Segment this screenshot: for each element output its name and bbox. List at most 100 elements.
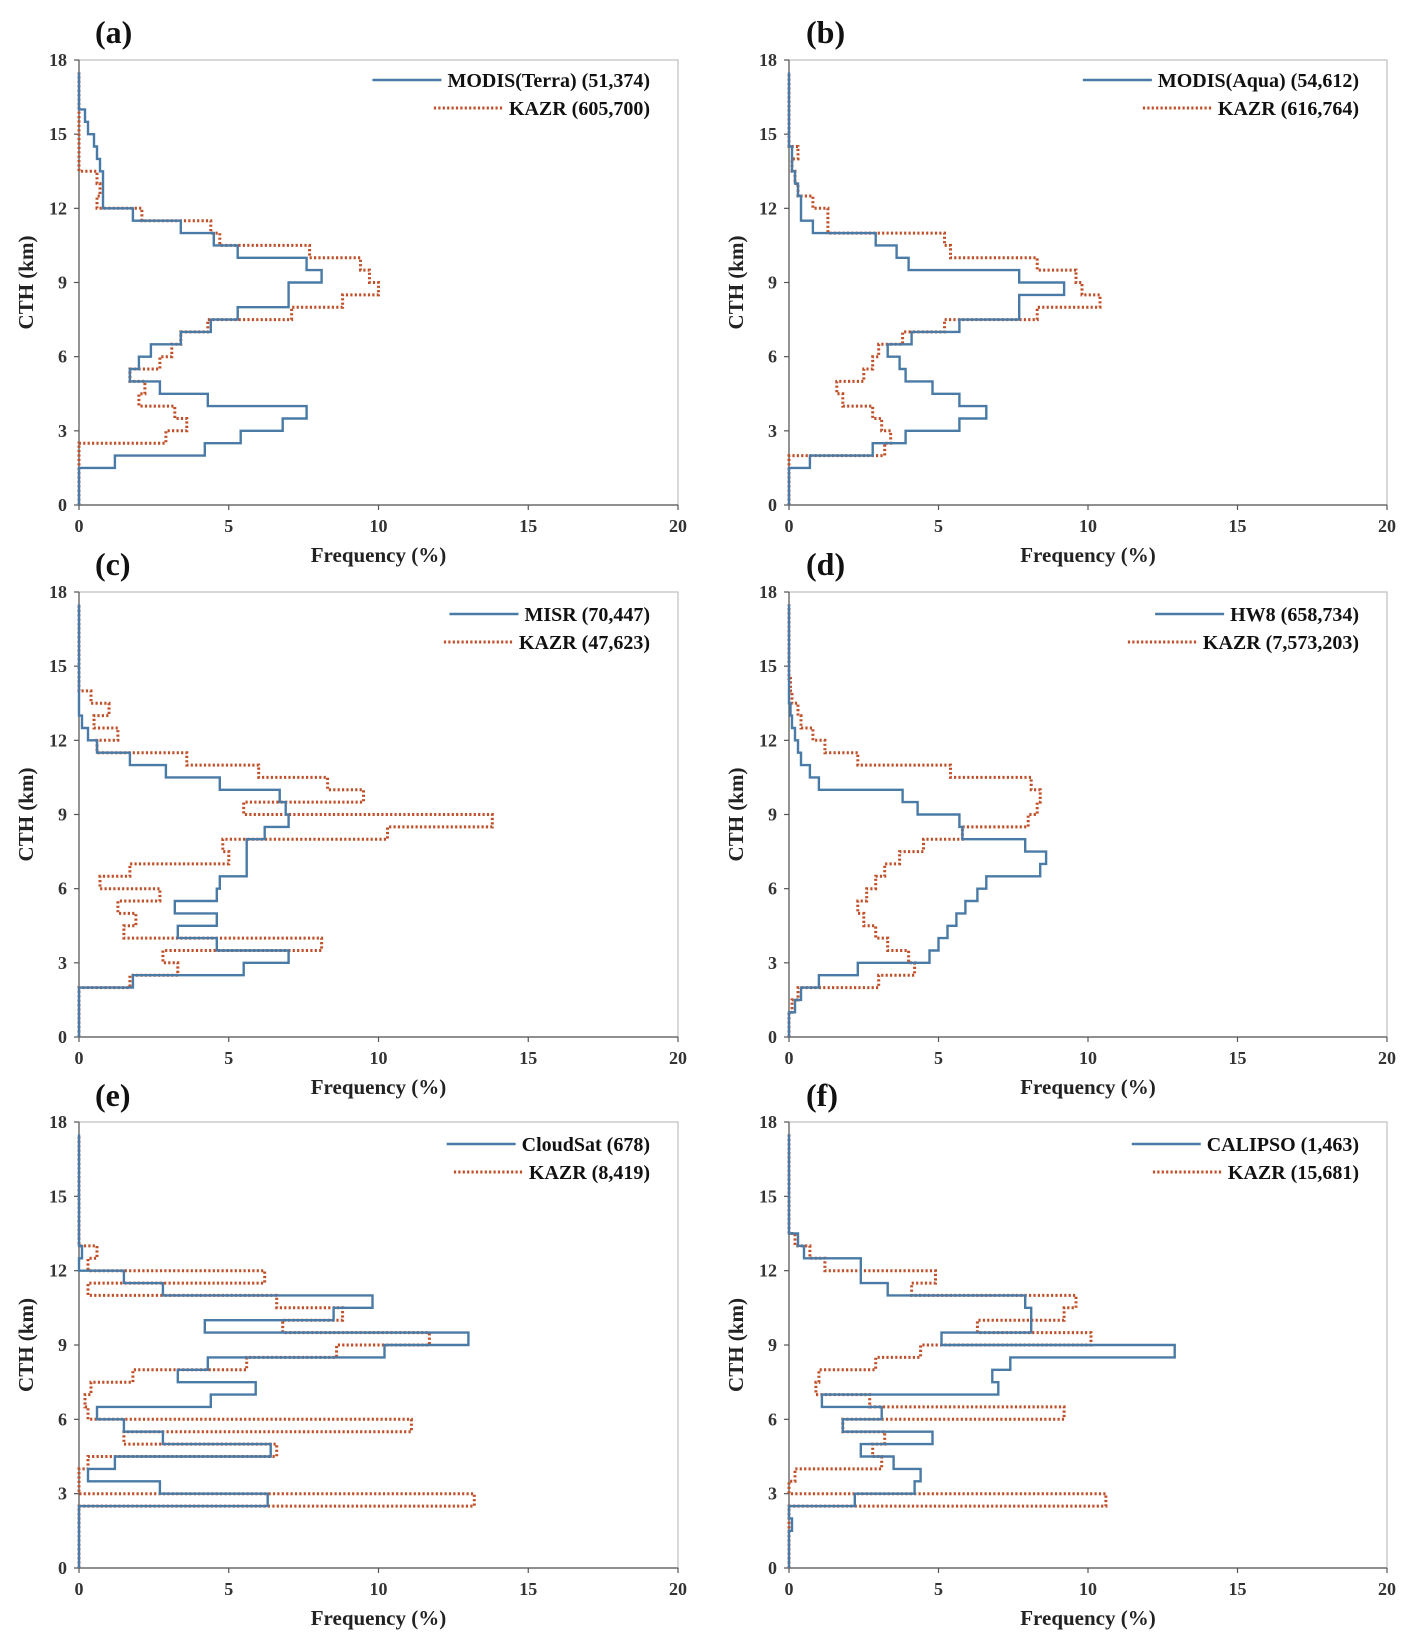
- legend-label: KAZR (47,623): [519, 632, 650, 654]
- series-line-satellite: [77, 604, 290, 1037]
- y-tick-label: 12: [759, 1261, 777, 1281]
- x-tick-label: 5: [934, 516, 943, 536]
- panel-title: (c): [95, 546, 131, 582]
- x-tick-label: 15: [1229, 516, 1247, 536]
- y-tick-label: 15: [759, 1186, 777, 1206]
- y-tick-label: 18: [759, 1112, 777, 1132]
- x-tick-label: 20: [1378, 1048, 1396, 1068]
- x-tick-label: 10: [1079, 1579, 1097, 1599]
- y-axis-label: CTH (km): [724, 236, 748, 330]
- legend-label: HW8 (658,734): [1230, 604, 1359, 626]
- x-tick-label: 15: [1229, 1048, 1247, 1068]
- x-tick-label: 15: [519, 1579, 537, 1599]
- x-tick-label: 5: [224, 1048, 233, 1068]
- y-axis-label: CTH (km): [14, 768, 38, 862]
- legend-label: MISR (70,447): [524, 604, 650, 626]
- panel-title: (a): [95, 14, 132, 50]
- panel-e: (e) 0 3 6 9 12 15 18 0 5 10 15 20 Frequency (%) CTH (k…: [14, 1077, 687, 1630]
- y-axis-label: CTH (km): [14, 1298, 38, 1392]
- y-tick-label: 18: [759, 50, 777, 70]
- legend-label: KAZR (605,700): [509, 98, 650, 120]
- y-tick-label: 3: [768, 1484, 777, 1504]
- y-axis-label: CTH (km): [14, 236, 38, 330]
- y-tick-label: 15: [49, 1186, 67, 1206]
- x-tick-label: 15: [519, 1048, 537, 1068]
- x-tick-label: 20: [1378, 1579, 1396, 1599]
- x-tick-label: 20: [669, 516, 687, 536]
- series-line-satellite: [787, 1134, 1176, 1568]
- legend-label: CALIPSO (1,463): [1207, 1134, 1359, 1156]
- legend-label: MODIS(Terra) (51,374): [447, 70, 650, 92]
- y-tick-label: 12: [759, 730, 777, 750]
- y-tick-label: 9: [768, 273, 777, 293]
- x-axis-label: Frequency (%): [1020, 543, 1156, 567]
- plot-frame: [788, 591, 1388, 1038]
- x-tick-label: 20: [669, 1048, 687, 1068]
- y-tick-label: 12: [49, 730, 67, 750]
- x-tick-label: 15: [1229, 1579, 1247, 1599]
- x-tick-label: 5: [934, 1048, 943, 1068]
- y-tick-label: 6: [768, 1409, 777, 1429]
- panel-title: (b): [806, 14, 845, 50]
- legend-label: CloudSat (678): [522, 1134, 650, 1156]
- x-tick-label: 10: [1079, 1048, 1097, 1068]
- y-tick-label: 6: [768, 347, 777, 367]
- y-tick-label: 3: [58, 953, 67, 973]
- y-tick-label: 15: [759, 656, 777, 676]
- legend-label: KAZR (8,419): [529, 1162, 650, 1184]
- x-axis-label: Frequency (%): [311, 1606, 447, 1630]
- y-tick-label: 15: [49, 656, 67, 676]
- series-line-kazr: [77, 1134, 476, 1568]
- y-tick-label: 9: [58, 273, 67, 293]
- panel-title: (f): [806, 1077, 838, 1113]
- series-line-satellite: [787, 604, 1048, 1037]
- x-tick-label: 0: [785, 516, 794, 536]
- y-tick-label: 15: [49, 124, 67, 144]
- y-tick-label: 18: [49, 1112, 67, 1132]
- y-tick-label: 12: [49, 198, 67, 218]
- y-tick-label: 12: [49, 1261, 67, 1281]
- y-tick-label: 18: [49, 582, 67, 602]
- x-tick-label: 0: [75, 516, 84, 536]
- x-tick-label: 10: [370, 1579, 388, 1599]
- y-tick-label: 0: [768, 1027, 777, 1047]
- x-tick-label: 10: [370, 1048, 388, 1068]
- y-tick-label: 6: [768, 879, 777, 899]
- x-tick-label: 15: [519, 516, 537, 536]
- x-tick-label: 20: [669, 1579, 687, 1599]
- y-tick-label: 9: [58, 805, 67, 825]
- y-tick-label: 6: [58, 347, 67, 367]
- panel-title: (d): [806, 546, 845, 582]
- panel-a: (a) 0 3 6 9 12 15 18 0 5 10 15 20 Frequency (%) CTH (k…: [14, 14, 687, 567]
- series-line-kazr: [77, 604, 494, 1037]
- y-tick-label: 6: [58, 1409, 67, 1429]
- panel-f: (f) 0 3 6 9 12 15 18 0 5 10 15 20 Frequency (%) CTH (k…: [724, 1077, 1396, 1630]
- series-line-satellite: [77, 72, 323, 505]
- x-axis-label: Frequency (%): [311, 1075, 447, 1099]
- x-axis-label: Frequency (%): [1020, 1075, 1156, 1099]
- x-axis-label: Frequency (%): [1020, 1606, 1156, 1630]
- panel-d: (d) 0 3 6 9 12 15 18 0 5 10 15 20 Frequency (%) CTH (k…: [724, 546, 1396, 1099]
- x-tick-label: 10: [1079, 516, 1097, 536]
- y-tick-label: 15: [759, 124, 777, 144]
- y-axis-label: CTH (km): [724, 1298, 748, 1392]
- x-tick-label: 5: [934, 1579, 943, 1599]
- series-line-satellite: [787, 72, 1066, 505]
- y-tick-label: 18: [759, 582, 777, 602]
- series-line-kazr: [787, 1134, 1108, 1568]
- y-tick-label: 0: [58, 1027, 67, 1047]
- plot-frame: [788, 59, 1388, 506]
- x-tick-label: 0: [785, 1048, 794, 1068]
- y-axis-label: CTH (km): [724, 768, 748, 862]
- y-tick-label: 0: [768, 1558, 777, 1578]
- panel-c: (c) 0 3 6 9 12 15 18 0 5 10 15 20 Frequency (%) CTH (k…: [14, 546, 687, 1099]
- panel-title: (e): [95, 1077, 131, 1113]
- series-line-satellite: [77, 1134, 470, 1568]
- y-tick-label: 3: [768, 953, 777, 973]
- series-line-kazr: [787, 72, 1102, 505]
- y-tick-label: 9: [768, 1335, 777, 1355]
- x-tick-label: 10: [370, 516, 388, 536]
- series-line-kazr: [77, 72, 380, 505]
- legend-label: KAZR (7,573,203): [1203, 632, 1359, 654]
- series-line-kazr: [787, 604, 1042, 1037]
